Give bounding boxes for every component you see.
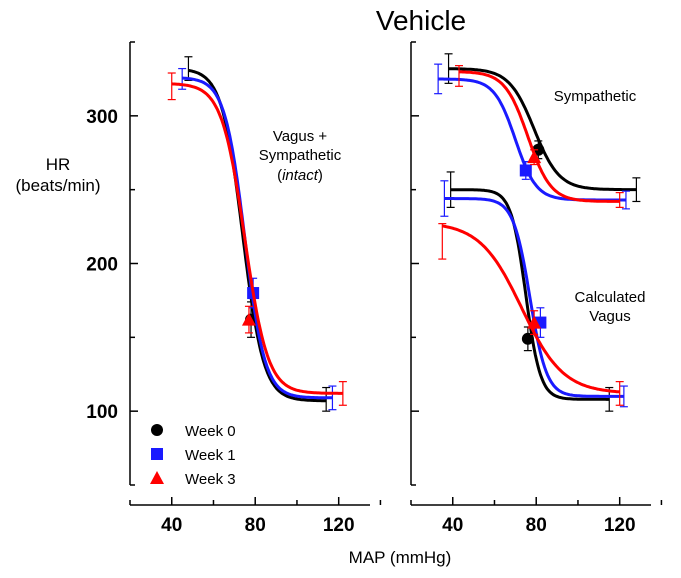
legend-marker-square — [151, 448, 163, 460]
annotation-vagus: Vagus — [589, 308, 630, 325]
series-line — [459, 70, 620, 203]
annotation-sympathetic: Sympathetic — [554, 88, 637, 105]
series-line — [182, 76, 333, 400]
legend-label: Week 3 — [185, 471, 236, 488]
right-x-tick-label: 40 — [442, 515, 463, 536]
data-point — [527, 315, 542, 329]
right-panel: 40 80 120 — [410, 41, 663, 536]
legend: Week 0 Week 1 Week 3 — [150, 423, 236, 488]
series-line — [188, 68, 327, 403]
y-axis-label-hr: HR — [46, 155, 71, 174]
x-axis-label: MAP (mmHg) — [349, 548, 452, 567]
annotation-sympathetic-intact: Sympathetic — [259, 147, 342, 164]
left-y-tick-label: 200 — [86, 255, 118, 276]
left-x-tick-label: 120 — [323, 515, 355, 536]
figure-title: Vehicle — [376, 5, 466, 36]
left-panel: 100 200 300 40 80 120 — [86, 41, 382, 536]
left-x-tick-label: 40 — [161, 515, 182, 536]
legend-label: Week 1 — [185, 447, 236, 464]
series-line — [171, 82, 343, 395]
left-x-tick-label: 80 — [245, 515, 266, 536]
left-y-tick-label: 100 — [86, 402, 118, 423]
right-x-tick-label: 120 — [604, 515, 636, 536]
annotation-calculated: Calculated — [575, 289, 646, 306]
data-point — [521, 332, 534, 345]
legend-label: Week 0 — [185, 423, 236, 440]
annotation-vagus-plus: Vagus + — [273, 128, 328, 145]
annotation-intact: (intact) — [277, 167, 323, 184]
right-x-tick-label: 80 — [526, 515, 547, 536]
data-point — [519, 164, 532, 177]
y-axis-label-unit: (beats/min) — [15, 176, 100, 195]
left-y-tick-label: 300 — [86, 107, 118, 128]
legend-marker-circle — [151, 424, 163, 436]
data-point — [241, 312, 256, 326]
annotation-intact-word: intact — [282, 167, 319, 184]
legend-marker-triangle — [150, 471, 164, 484]
data-point — [527, 150, 542, 164]
